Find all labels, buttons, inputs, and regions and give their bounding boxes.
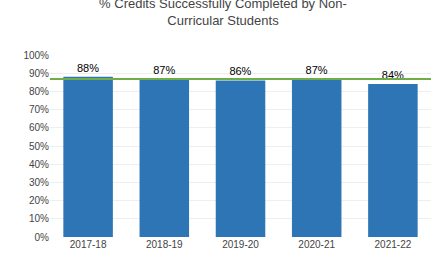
- svg-text:88%: 88%: [77, 62, 99, 74]
- svg-text:0%: 0%: [35, 232, 50, 243]
- svg-text:40%: 40%: [29, 159, 49, 170]
- svg-text:84%: 84%: [382, 69, 404, 81]
- svg-text:86%: 86%: [229, 65, 251, 77]
- svg-text:87%: 87%: [306, 64, 328, 76]
- svg-text:2018-19: 2018-19: [146, 239, 183, 250]
- svg-text:2019-20: 2019-20: [222, 239, 259, 250]
- svg-text:80%: 80%: [29, 86, 49, 97]
- svg-text:2017-18: 2017-18: [70, 239, 107, 250]
- svg-text:10%: 10%: [29, 213, 49, 224]
- svg-text:90%: 90%: [29, 68, 49, 79]
- svg-text:2021-22: 2021-22: [375, 239, 412, 250]
- svg-text:100%: 100%: [23, 50, 49, 61]
- svg-text:20%: 20%: [29, 195, 49, 206]
- svg-text:60%: 60%: [29, 122, 49, 133]
- svg-text:70%: 70%: [29, 104, 49, 115]
- svg-text:30%: 30%: [29, 177, 49, 188]
- svg-text:87%: 87%: [153, 64, 175, 76]
- svg-text:% Credits Successfully Complet: % Credits Successfully Completed by Non-…: [99, 0, 347, 28]
- svg-text:50%: 50%: [29, 141, 49, 152]
- svg-text:2020-21: 2020-21: [298, 239, 335, 250]
